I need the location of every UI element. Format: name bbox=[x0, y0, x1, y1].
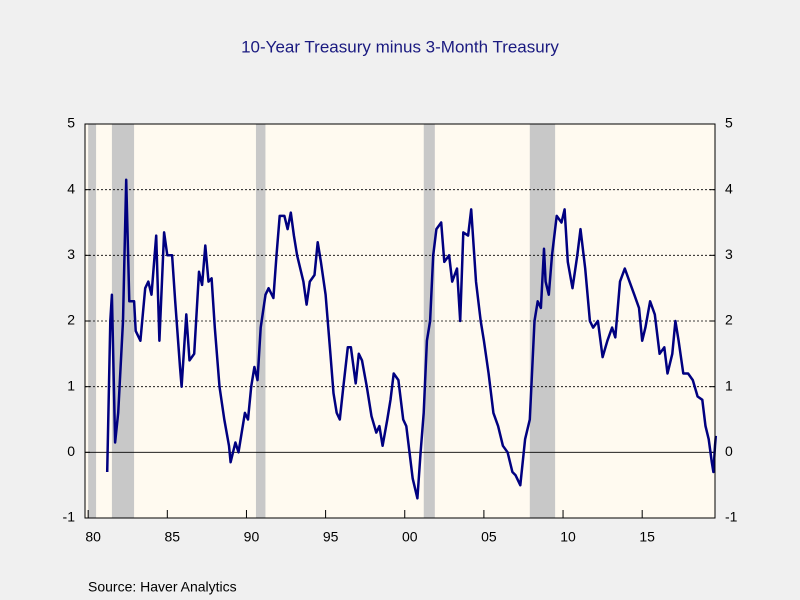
y-tick-label: 0 bbox=[67, 443, 75, 459]
x-tick-label: 10 bbox=[560, 529, 576, 545]
y2-tick-label: 3 bbox=[725, 246, 733, 262]
x-tick-label: 95 bbox=[323, 529, 339, 545]
recession-band bbox=[88, 124, 97, 518]
plot-frame bbox=[84, 123, 716, 519]
x-tick-label: 05 bbox=[481, 529, 497, 545]
x-tick-label: 80 bbox=[85, 529, 101, 545]
y2-tick-label: -1 bbox=[725, 509, 738, 525]
x-tick-label: 00 bbox=[402, 529, 418, 545]
x-tick-label: 90 bbox=[244, 529, 260, 545]
y2-tick-label: 0 bbox=[725, 443, 733, 459]
y-tick-label: 4 bbox=[67, 180, 75, 196]
y2-tick-label: 2 bbox=[725, 312, 733, 328]
y2-tick-label: 4 bbox=[725, 180, 733, 196]
y-tick-label: 2 bbox=[67, 312, 75, 328]
chart-title: 10-Year Treasury minus 3-Month Treasury bbox=[241, 37, 559, 56]
y2-tick-label: 5 bbox=[725, 115, 733, 131]
source: Source: Haver Analytics bbox=[88, 579, 237, 595]
line-series bbox=[105, 178, 718, 500]
plot-area bbox=[85, 124, 715, 518]
y-tick-label: -1 bbox=[63, 509, 76, 525]
y-tick-label: 5 bbox=[67, 115, 75, 131]
x-tick-label: 85 bbox=[165, 529, 181, 545]
y-tick-label: 1 bbox=[67, 377, 75, 393]
x-tick-label: 15 bbox=[639, 529, 655, 545]
y-tick-label: 3 bbox=[67, 246, 75, 262]
y2-tick-label: 1 bbox=[725, 377, 733, 393]
